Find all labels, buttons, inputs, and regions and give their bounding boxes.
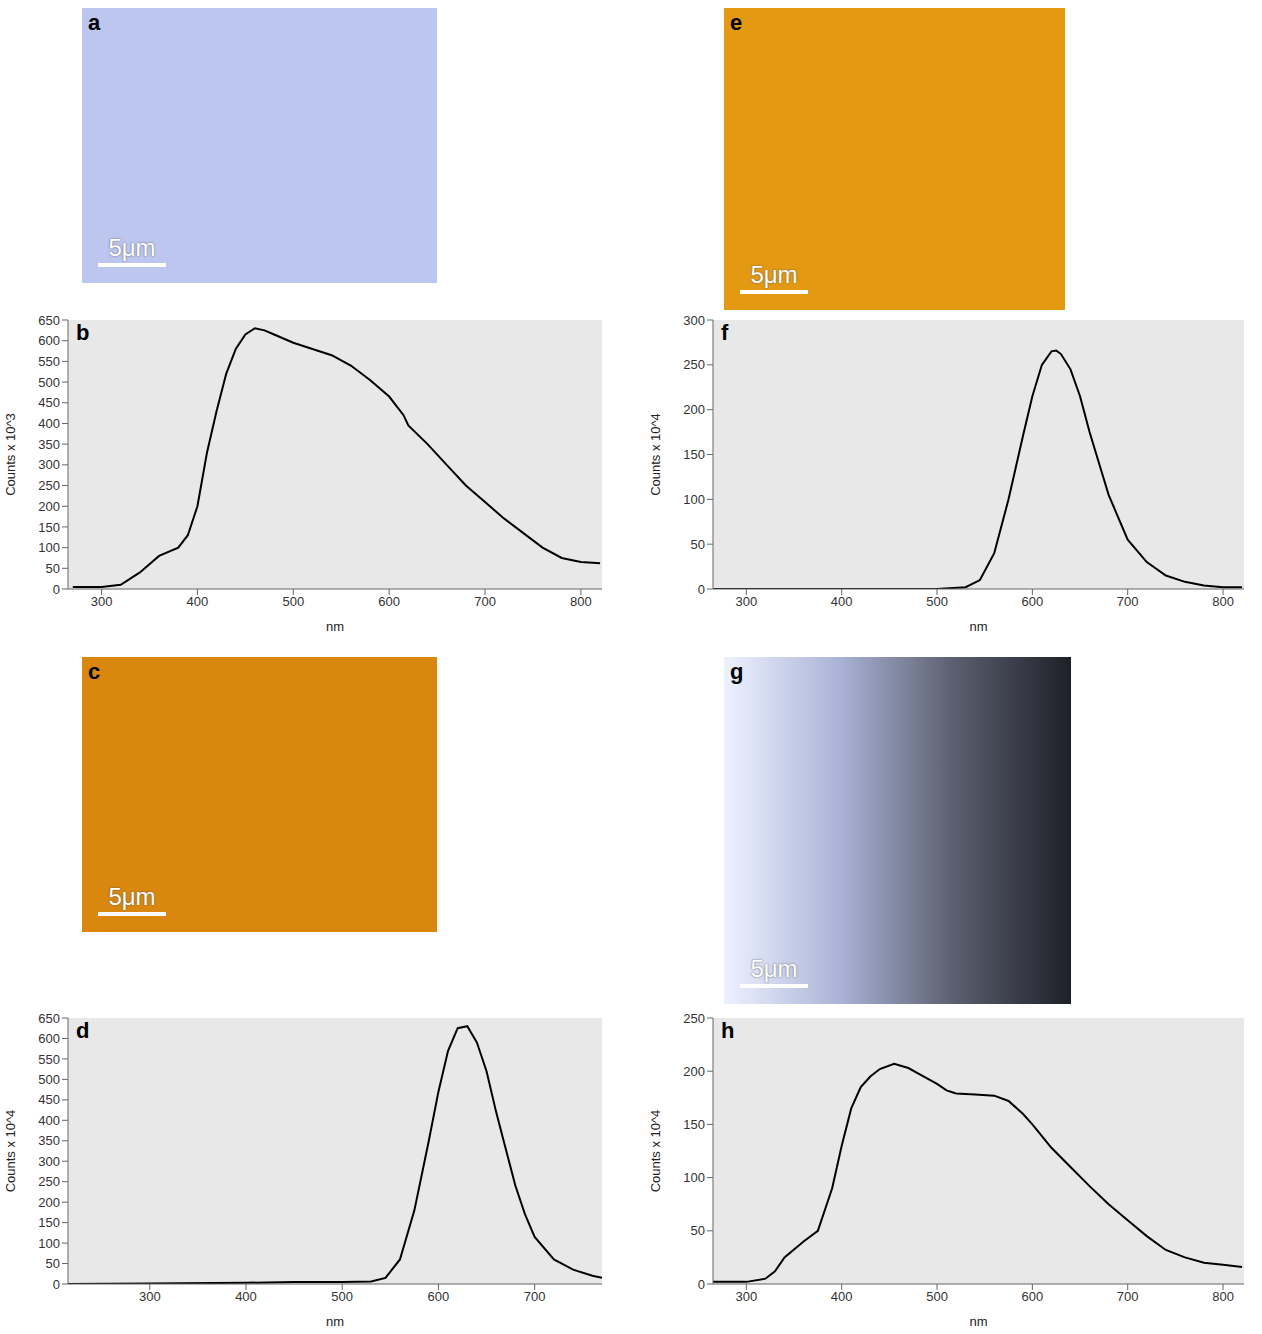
html-text:g: g [730,659,744,684]
svg-text:300: 300 [38,1154,60,1169]
html-text:e: e [730,10,743,35]
svg-text:250: 250 [38,1174,60,1189]
html-text:b: b [76,320,90,345]
svg-text:800: 800 [570,594,592,609]
svg-text:150: 150 [683,447,705,462]
svg-text:50: 50 [46,1256,60,1271]
svg-text:200: 200 [38,1195,60,1210]
svg-text:150: 150 [38,1215,60,1230]
html-text:5μm: 5μm [750,261,798,288]
svg-text:500: 500 [38,1072,60,1087]
svg-text:400: 400 [831,594,853,609]
svg-text:Counts x 10^4: Counts x 10^4 [648,1110,663,1193]
html-text:5μm: 5μm [750,955,798,982]
svg-text:200: 200 [683,1064,705,1079]
svg-text:250: 250 [38,478,60,493]
svg-text:600: 600 [1022,1289,1044,1304]
svg-text:500: 500 [926,594,948,609]
svg-text:200: 200 [683,402,705,417]
svg-text:650: 650 [38,1011,60,1026]
svg-text:50: 50 [691,1223,705,1238]
svg-text:0: 0 [53,1277,60,1292]
svg-text:100: 100 [683,1170,705,1185]
svg-text:150: 150 [38,520,60,535]
svg-text:350: 350 [38,1133,60,1148]
svg-text:300: 300 [736,594,758,609]
svg-text:600: 600 [378,594,400,609]
svg-text:250: 250 [683,357,705,372]
svg-text:300: 300 [736,1289,758,1304]
svg-text:200: 200 [38,499,60,514]
svg-text:450: 450 [38,1092,60,1107]
svg-text:800: 800 [1212,1289,1234,1304]
svg-text:0: 0 [698,582,705,597]
svg-text:0: 0 [53,582,60,597]
svg-text:700: 700 [474,594,496,609]
svg-text:400: 400 [235,1289,257,1304]
svg-text:700: 700 [1117,594,1139,609]
html-text:a: a [88,10,101,35]
html-text:d: d [76,1018,90,1043]
svg-text:100: 100 [683,492,705,507]
svg-text:50: 50 [46,561,60,576]
svg-text:400: 400 [187,594,209,609]
svg-text:700: 700 [1117,1289,1139,1304]
svg-text:400: 400 [831,1289,853,1304]
svg-text:300: 300 [139,1289,161,1304]
svg-text:450: 450 [38,395,60,410]
svg-text:100: 100 [38,540,60,555]
svg-text:800: 800 [1212,594,1234,609]
svg-text:500: 500 [926,1289,948,1304]
svg-text:500: 500 [38,375,60,390]
svg-text:500: 500 [331,1289,353,1304]
html-text:c: c [88,659,101,684]
html-text:h: h [721,1018,735,1043]
svg-text:nm: nm [326,1314,344,1329]
svg-text:550: 550 [38,1052,60,1067]
html-text:5μm: 5μm [108,234,156,261]
svg-text:nm: nm [969,1314,987,1329]
svg-text:nm: nm [969,619,987,634]
svg-text:Counts x 10^3: Counts x 10^3 [3,413,18,496]
svg-text:nm: nm [326,619,344,634]
svg-text:Counts x 10^4: Counts x 10^4 [648,413,663,496]
svg-text:350: 350 [38,437,60,452]
svg-text:600: 600 [1022,594,1044,609]
svg-text:700: 700 [524,1289,546,1304]
svg-text:500: 500 [282,594,304,609]
svg-text:300: 300 [91,594,113,609]
html-text:5μm: 5μm [108,883,156,910]
svg-text:250: 250 [683,1011,705,1026]
svg-text:300: 300 [38,457,60,472]
svg-text:400: 400 [38,416,60,431]
svg-text:400: 400 [38,1113,60,1128]
svg-text:Counts x 10^4: Counts x 10^4 [3,1110,18,1193]
svg-text:150: 150 [683,1117,705,1132]
svg-text:600: 600 [428,1289,450,1304]
svg-text:300: 300 [683,313,705,328]
svg-text:550: 550 [38,354,60,369]
svg-text:600: 600 [38,1031,60,1046]
svg-text:50: 50 [691,537,705,552]
svg-text:650: 650 [38,313,60,328]
svg-text:0: 0 [698,1277,705,1292]
html-text:f: f [721,320,729,345]
svg-text:600: 600 [38,333,60,348]
svg-text:100: 100 [38,1236,60,1251]
